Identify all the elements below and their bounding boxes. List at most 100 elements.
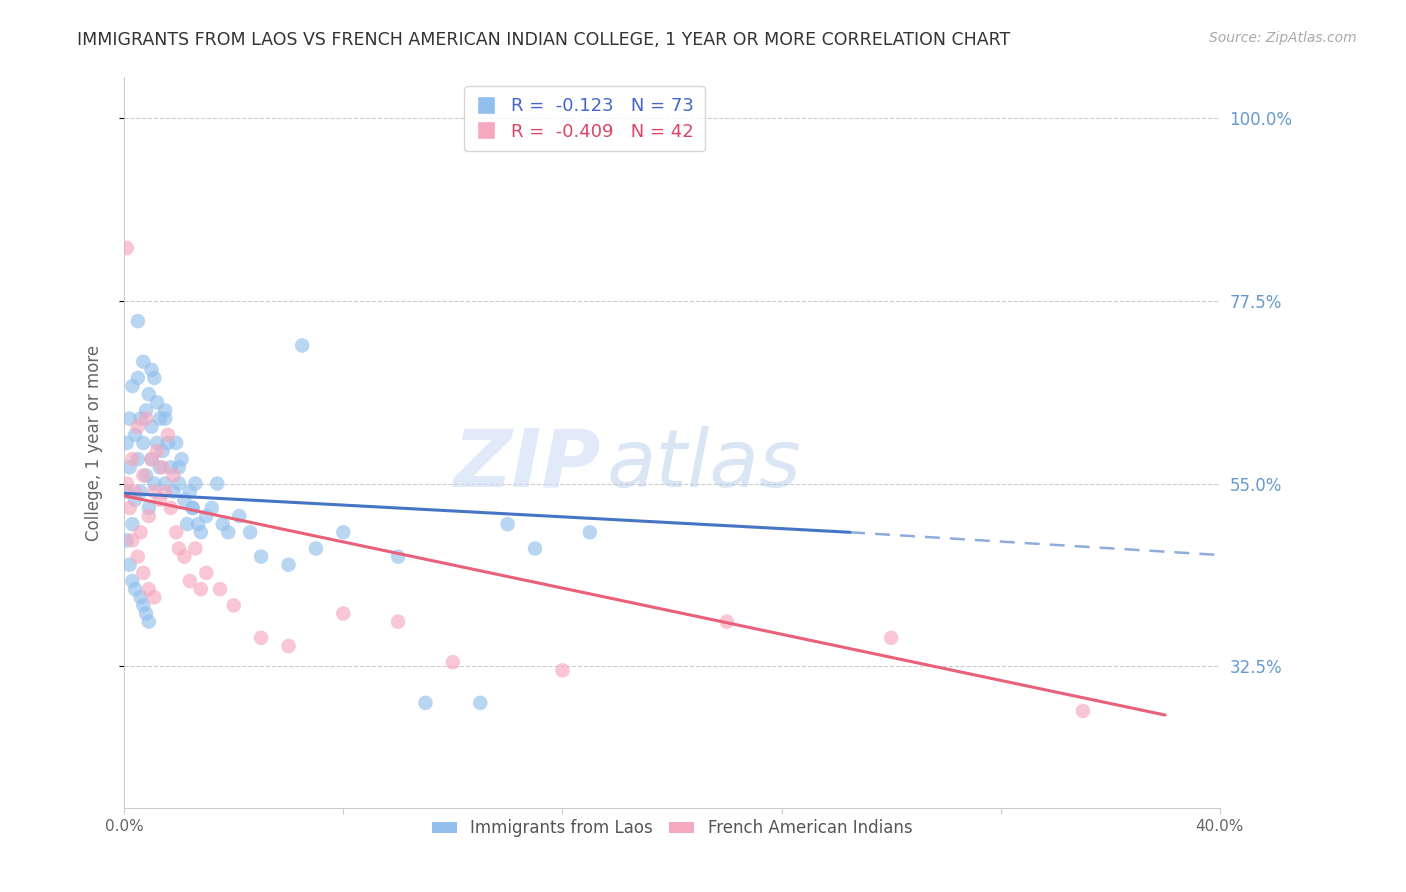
Point	[173, 549, 195, 564]
Point	[167, 460, 190, 475]
Point	[470, 696, 492, 710]
Point	[277, 639, 299, 653]
Point	[716, 615, 738, 629]
Point	[162, 468, 184, 483]
Point	[115, 436, 138, 450]
Point	[167, 476, 190, 491]
Point	[121, 533, 143, 548]
Point	[165, 525, 187, 540]
Point	[149, 492, 172, 507]
Point	[1071, 704, 1094, 718]
Point	[141, 419, 163, 434]
Point	[132, 355, 155, 369]
Point	[277, 558, 299, 572]
Point	[127, 314, 149, 328]
Point	[138, 582, 160, 596]
Point	[127, 452, 149, 467]
Point	[167, 541, 190, 556]
Point	[143, 591, 166, 605]
Point	[228, 509, 250, 524]
Point	[132, 468, 155, 483]
Point	[222, 599, 245, 613]
Point	[146, 436, 169, 450]
Point	[207, 476, 229, 491]
Point	[496, 517, 519, 532]
Text: atlas: atlas	[606, 425, 801, 504]
Point	[124, 427, 146, 442]
Point	[118, 460, 141, 475]
Text: Source: ZipAtlas.com: Source: ZipAtlas.com	[1209, 31, 1357, 45]
Point	[127, 419, 149, 434]
Point	[173, 492, 195, 507]
Point	[387, 549, 409, 564]
Point	[551, 664, 574, 678]
Point	[176, 517, 198, 532]
Point	[181, 500, 204, 515]
Point	[118, 411, 141, 425]
Point	[190, 582, 212, 596]
Point	[195, 566, 218, 580]
Point	[129, 591, 152, 605]
Point	[332, 607, 354, 621]
Point	[118, 500, 141, 515]
Point	[135, 607, 157, 621]
Point	[135, 403, 157, 417]
Point	[181, 500, 204, 515]
Point	[524, 541, 547, 556]
Point	[165, 436, 187, 450]
Point	[208, 582, 231, 596]
Point	[141, 452, 163, 467]
Point	[441, 655, 464, 669]
Point	[162, 484, 184, 499]
Text: IMMIGRANTS FROM LAOS VS FRENCH AMERICAN INDIAN COLLEGE, 1 YEAR OR MORE CORRELATI: IMMIGRANTS FROM LAOS VS FRENCH AMERICAN …	[77, 31, 1011, 49]
Point	[132, 566, 155, 580]
Point	[141, 363, 163, 377]
Point	[141, 452, 163, 467]
Point	[179, 484, 201, 499]
Point	[132, 599, 155, 613]
Point	[880, 631, 903, 645]
Point	[291, 338, 314, 352]
Point	[332, 525, 354, 540]
Point	[305, 541, 328, 556]
Point	[184, 476, 207, 491]
Point	[387, 615, 409, 629]
Point	[129, 484, 152, 499]
Point	[138, 615, 160, 629]
Point	[149, 411, 172, 425]
Point	[250, 631, 273, 645]
Point	[146, 444, 169, 458]
Point	[155, 403, 177, 417]
Point	[187, 517, 209, 532]
Point	[159, 460, 181, 475]
Point	[115, 484, 138, 499]
Point	[138, 500, 160, 515]
Point	[135, 411, 157, 425]
Point	[217, 525, 239, 540]
Point	[121, 574, 143, 588]
Point	[239, 525, 262, 540]
Point	[132, 436, 155, 450]
Point	[124, 484, 146, 499]
Point	[195, 509, 218, 524]
Point	[124, 492, 146, 507]
Text: ZIP: ZIP	[453, 425, 600, 504]
Point	[152, 460, 174, 475]
Point	[115, 241, 138, 255]
Point	[201, 500, 224, 515]
Point	[121, 517, 143, 532]
Point	[190, 525, 212, 540]
Point	[146, 395, 169, 409]
Point	[159, 500, 181, 515]
Point	[179, 574, 201, 588]
Point	[127, 549, 149, 564]
Point	[124, 582, 146, 596]
Point	[155, 484, 177, 499]
Point	[143, 484, 166, 499]
Point	[129, 525, 152, 540]
Point	[143, 476, 166, 491]
Point	[149, 460, 172, 475]
Point	[156, 436, 179, 450]
Point	[129, 411, 152, 425]
Point	[156, 427, 179, 442]
